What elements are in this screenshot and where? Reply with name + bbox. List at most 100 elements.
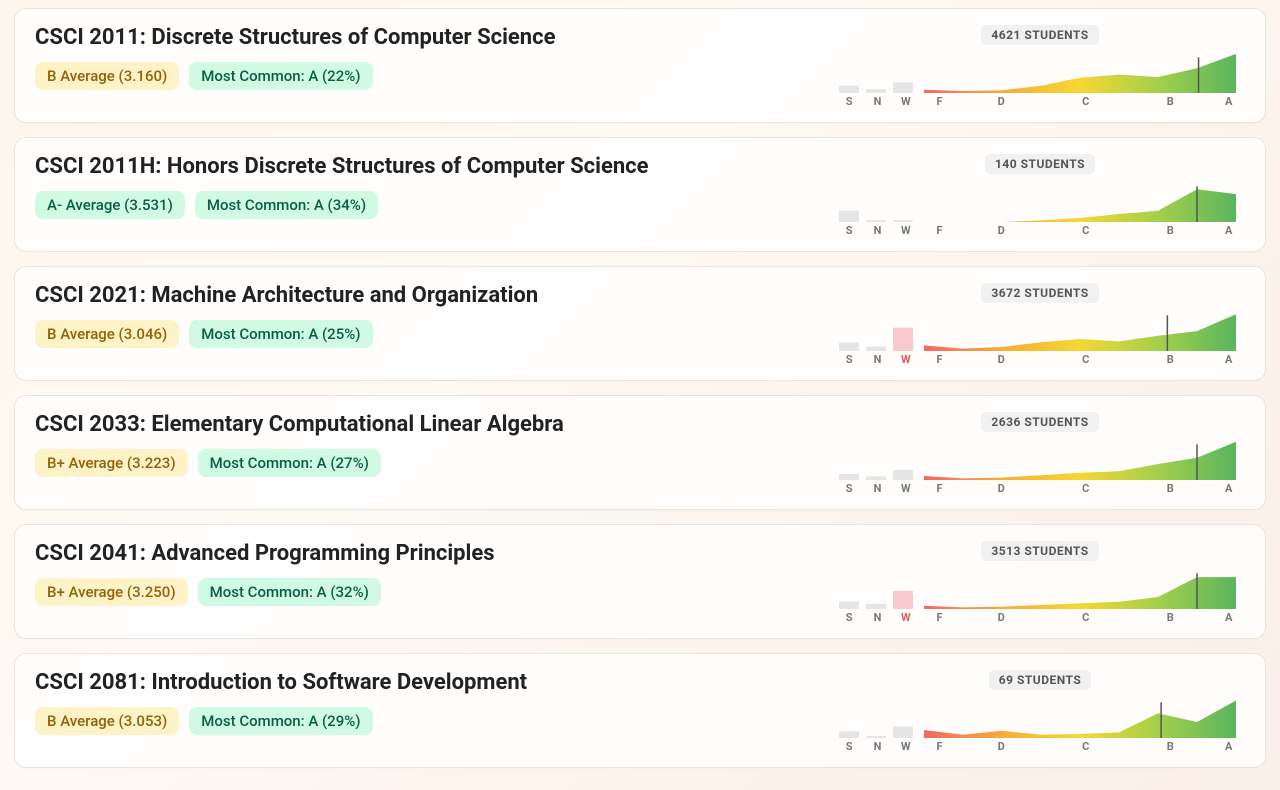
badge-row: B+ Average (3.250)Most Common: A (32%) <box>35 578 835 606</box>
w-bar <box>893 470 913 480</box>
course-stats: 69 STUDENTS SNWFDCBA <box>835 670 1245 753</box>
course-info: CSCI 2081: Introduction to Software Deve… <box>35 670 835 753</box>
axis-label-a: A <box>1213 482 1246 495</box>
student-count: 2636 STUDENTS <box>981 412 1098 432</box>
course-stats: 2636 STUDENTS SNWFDCBA <box>835 412 1245 495</box>
course-title[interactable]: CSCI 2033: Elementary Computational Line… <box>35 412 835 437</box>
chart-container: SNWFDCBA <box>835 438 1245 495</box>
student-count: 69 STUDENTS <box>989 670 1092 690</box>
axis-label-n: N <box>863 95 891 108</box>
axis-label-f: F <box>920 482 959 495</box>
student-count: 4621 STUDENTS <box>981 25 1098 45</box>
axis-label-w: W <box>892 353 920 366</box>
s-bar <box>839 601 859 609</box>
axis-label-w: W <box>892 740 920 753</box>
axis-label-d: D <box>959 224 1044 237</box>
course-title[interactable]: CSCI 2011H: Honors Discrete Structures o… <box>35 154 835 179</box>
axis-label-b: B <box>1128 482 1213 495</box>
chart-container: SNWFDCBA <box>835 696 1245 753</box>
axis-label-f: F <box>920 224 959 237</box>
badge-row: A- Average (3.531)Most Common: A (34%) <box>35 191 835 219</box>
axis-label-f: F <box>920 611 959 624</box>
axis-label-w: W <box>892 224 920 237</box>
student-count: 140 STUDENTS <box>985 154 1095 174</box>
course-info: CSCI 2011H: Honors Discrete Structures o… <box>35 154 835 237</box>
axis-label-b: B <box>1128 224 1213 237</box>
course-info: CSCI 2033: Elementary Computational Line… <box>35 412 835 495</box>
axis-label-a: A <box>1213 611 1246 624</box>
course-card[interactable]: CSCI 2011H: Honors Discrete Structures o… <box>14 137 1266 252</box>
axis-label-s: S <box>835 224 863 237</box>
s-bar <box>839 343 859 351</box>
axis-label-b: B <box>1128 95 1213 108</box>
chart-axis: SNWFDCBA <box>835 353 1245 366</box>
axis-label-s: S <box>835 740 863 753</box>
axis-label-d: D <box>959 611 1044 624</box>
grade-distribution-chart <box>835 51 1240 93</box>
distribution-area <box>924 189 1236 222</box>
axis-label-d: D <box>959 740 1044 753</box>
chart-container: SNWFDCBA <box>835 51 1245 108</box>
axis-label-s: S <box>835 353 863 366</box>
chart-axis: SNWFDCBA <box>835 224 1245 237</box>
axis-label-a: A <box>1213 740 1246 753</box>
course-title[interactable]: CSCI 2081: Introduction to Software Deve… <box>35 670 835 695</box>
course-card[interactable]: CSCI 2033: Elementary Computational Line… <box>14 395 1266 510</box>
s-bar <box>839 211 859 222</box>
most-common-badge: Most Common: A (25%) <box>189 320 372 348</box>
axis-label-n: N <box>863 611 891 624</box>
course-title[interactable]: CSCI 2011: Discrete Structures of Comput… <box>35 25 835 50</box>
axis-label-c: C <box>1044 353 1129 366</box>
course-stats: 140 STUDENTS SNWFDCBA <box>835 154 1245 237</box>
distribution-area <box>924 701 1236 739</box>
chart-axis: SNWFDCBA <box>835 740 1245 753</box>
n-bar <box>866 89 886 93</box>
average-badge: B Average (3.160) <box>35 62 179 90</box>
course-card[interactable]: CSCI 2041: Advanced Programming Principl… <box>14 524 1266 639</box>
s-bar <box>839 85 859 93</box>
axis-label-c: C <box>1044 611 1129 624</box>
distribution-area <box>924 314 1236 351</box>
badge-row: B Average (3.046)Most Common: A (25%) <box>35 320 835 348</box>
n-bar <box>866 220 886 222</box>
badge-row: B+ Average (3.223)Most Common: A (27%) <box>35 449 835 477</box>
distribution-area <box>924 54 1236 93</box>
w-bar <box>893 591 913 609</box>
n-bar <box>866 604 886 609</box>
distribution-area <box>924 442 1236 480</box>
w-bar <box>893 328 913 351</box>
axis-label-n: N <box>863 740 891 753</box>
s-bar <box>839 731 859 738</box>
grade-distribution-chart <box>835 438 1240 480</box>
course-stats: 4621 STUDENTS SNWFDCBA <box>835 25 1245 108</box>
course-card[interactable]: CSCI 2011: Discrete Structures of Comput… <box>14 8 1266 123</box>
course-info: CSCI 2011: Discrete Structures of Comput… <box>35 25 835 108</box>
course-info: CSCI 2021: Machine Architecture and Orga… <box>35 283 835 366</box>
n-bar <box>866 476 886 480</box>
axis-label-a: A <box>1213 224 1246 237</box>
course-title[interactable]: CSCI 2021: Machine Architecture and Orga… <box>35 283 835 308</box>
course-info: CSCI 2041: Advanced Programming Principl… <box>35 541 835 624</box>
chart-container: SNWFDCBA <box>835 567 1245 624</box>
student-count: 3672 STUDENTS <box>981 283 1098 303</box>
axis-label-b: B <box>1128 740 1213 753</box>
badge-row: B Average (3.160) Most Common: A (22%) <box>35 62 835 90</box>
average-badge: A- Average (3.531) <box>35 191 185 219</box>
axis-label-f: F <box>920 95 959 108</box>
axis-label-f: F <box>920 353 959 366</box>
most-common-badge: Most Common: A (27%) <box>198 449 381 477</box>
course-card[interactable]: CSCI 2081: Introduction to Software Deve… <box>14 653 1266 768</box>
most-common-badge: Most Common: A (32%) <box>198 578 381 606</box>
course-title[interactable]: CSCI 2041: Advanced Programming Principl… <box>35 541 835 566</box>
s-bar <box>839 474 859 480</box>
axis-label-n: N <box>863 224 891 237</box>
grade-distribution-chart <box>835 180 1240 222</box>
student-count: 3513 STUDENTS <box>981 541 1098 561</box>
axis-label-s: S <box>835 611 863 624</box>
axis-label-n: N <box>863 353 891 366</box>
w-bar <box>893 220 913 222</box>
most-common-badge: Most Common: A (22%) <box>189 62 372 90</box>
distribution-area <box>924 577 1236 609</box>
axis-label-a: A <box>1213 353 1246 366</box>
course-card[interactable]: CSCI 2021: Machine Architecture and Orga… <box>14 266 1266 381</box>
